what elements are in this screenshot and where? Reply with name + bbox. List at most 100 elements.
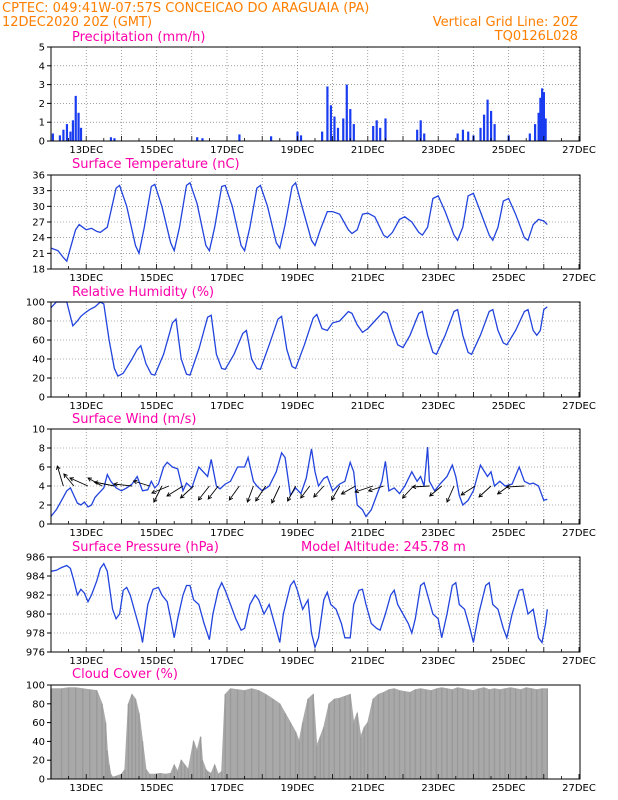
wind-arrow — [331, 485, 341, 501]
y-tick-label: 0 — [39, 393, 45, 404]
panel-title: Surface Temperature (nC) — [72, 157, 240, 172]
x-tick-label: 19DEC — [281, 273, 315, 284]
x-tick-label: 21DEC — [351, 273, 385, 284]
wind-arrow — [341, 485, 356, 495]
series-line — [50, 181, 548, 263]
precip-bar — [537, 112, 540, 141]
wind-arrow-head — [153, 497, 158, 503]
wind-arrow-head — [69, 477, 74, 482]
wind-arrow-head — [93, 480, 99, 485]
precip-bar — [65, 124, 69, 141]
wind-arrow — [287, 485, 297, 502]
y-tick-label: 986 — [26, 553, 45, 564]
wind-arrow-head — [207, 494, 213, 500]
precip-bar — [71, 120, 75, 141]
panel-5: Cloud Cover (%) 0 20 40 60 80 100 13DEC 15DEC 17D… — [26, 667, 596, 794]
x-tick-label: 17DEC — [210, 783, 244, 794]
x-tick-label: 15DEC — [140, 273, 174, 284]
wind-arrow — [300, 485, 311, 499]
panel-title: Relative Humidity (%) — [72, 285, 214, 300]
wind-arrow — [368, 485, 384, 492]
wind-arrow — [113, 483, 133, 487]
wind-arrow-head — [113, 482, 118, 487]
wind-arrow-head — [132, 479, 138, 485]
y-tick-label: 1 — [39, 118, 45, 129]
x-tick-label: 17DEC — [210, 656, 244, 667]
wind-arrow — [255, 485, 267, 502]
y-tick-label: 5 — [39, 43, 45, 54]
wind-arrow-head — [300, 493, 305, 499]
y-tick-label: 2 — [39, 99, 45, 110]
wind-arrow — [402, 485, 414, 499]
precip-bar — [201, 138, 204, 141]
wind-arrow — [180, 485, 194, 499]
panel-frame — [50, 46, 581, 142]
x-tick-label: 25DEC — [492, 401, 526, 412]
x-tick-label: 15DEC — [140, 401, 174, 412]
precip-bar — [490, 110, 493, 141]
series-line — [50, 562, 548, 650]
precip-bar — [419, 120, 422, 141]
y-tick-label: 8 — [39, 444, 45, 455]
y-tick-label: 976 — [26, 648, 45, 659]
y-tick-label: 33 — [32, 186, 45, 197]
x-tick-label: 25DEC — [492, 273, 526, 284]
x-tick-label: 21DEC — [351, 656, 385, 667]
precip-bar — [58, 135, 61, 141]
y-tick-label: 6 — [39, 463, 45, 474]
x-tick-label: 13DEC — [69, 783, 103, 794]
y-tick-label: 2 — [39, 501, 45, 512]
y-tick-label: 27 — [32, 218, 45, 229]
x-tick-label: 21DEC — [351, 783, 385, 794]
y-tick-label: 24 — [32, 233, 45, 244]
y-tick-label: 100 — [26, 681, 45, 692]
precip-bar — [493, 124, 496, 141]
header-run-time: 12DEC2020 20Z (GMT) — [2, 15, 152, 30]
x-tick-label: 13DEC — [69, 528, 103, 539]
precip-bar — [329, 105, 333, 141]
precip-bar — [74, 95, 77, 141]
y-tick-label: 0 — [39, 137, 45, 148]
precip-bar — [423, 133, 426, 141]
x-tick-label: 23DEC — [421, 656, 455, 667]
wind-arrow-head — [411, 484, 417, 490]
x-tick-label: 19DEC — [281, 145, 315, 156]
x-tick-label: 21DEC — [351, 401, 385, 412]
y-tick-label: 80 — [32, 317, 45, 328]
precip-bar — [542, 92, 545, 141]
x-tick-label: 23DEC — [421, 145, 455, 156]
x-tick-label: 27DEC — [562, 273, 596, 284]
series-line — [50, 301, 548, 377]
wind-arrow — [412, 485, 430, 488]
panel-title: Cloud Cover (%) — [72, 667, 178, 682]
wind-arrow-head — [460, 491, 466, 496]
precip-bar — [372, 125, 375, 141]
y-tick-label: 60 — [32, 718, 45, 729]
wind-arrow-head — [401, 494, 407, 499]
wind-arrow-head — [151, 489, 156, 494]
precip-bar — [62, 129, 65, 141]
x-tick-label: 13DEC — [69, 145, 103, 156]
panel-annotation: Model Altitude: 245.78 m — [301, 540, 466, 555]
wind-arrow — [133, 480, 150, 487]
x-tick-label: 27DEC — [562, 401, 596, 412]
panels: Precipitation (mm/h) 0 1 2 3 4 5 13DEC 15DEC 17DE… — [26, 30, 596, 794]
x-tick-label: 15DEC — [140, 656, 174, 667]
panel-4: Surface Pressure (hPa) Model Altitude: 24… — [26, 540, 596, 667]
panel-title: Surface Wind (m/s) — [72, 412, 196, 427]
wind-arrow-head — [87, 477, 93, 482]
precip-bar — [544, 118, 547, 141]
x-tick-label: 27DEC — [562, 783, 596, 794]
precip-bar — [321, 131, 324, 141]
precip-bar — [352, 124, 355, 141]
y-tick-label: 978 — [26, 629, 45, 640]
x-tick-label: 17DEC — [210, 528, 244, 539]
precip-bar — [109, 137, 113, 141]
wind-arrow-head — [505, 484, 511, 490]
wind-arrow — [63, 473, 75, 487]
wind-arrow-head — [63, 473, 68, 479]
x-tick-label: 19DEC — [281, 528, 315, 539]
series-line — [50, 447, 548, 518]
panel-frame — [50, 301, 581, 398]
precip-bar — [375, 120, 378, 141]
